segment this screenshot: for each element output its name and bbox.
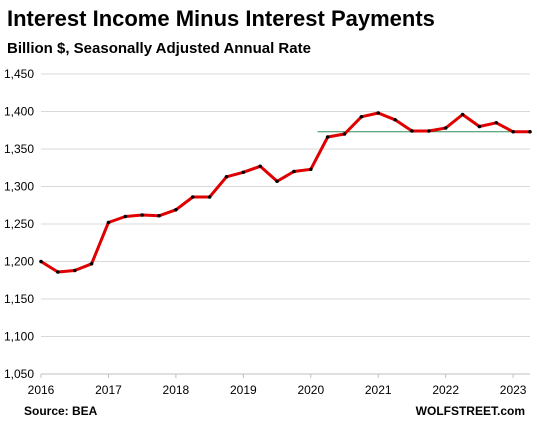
data-point (56, 270, 60, 274)
y-tick-label: 1,300 (4, 180, 34, 194)
data-point (224, 174, 229, 179)
data-point (72, 268, 77, 273)
x-tick-label: 2021 (365, 383, 392, 397)
chart-title: Interest Income Minus Interest Payments (7, 6, 435, 31)
data-point (123, 214, 128, 219)
y-tick-label: 1,050 (4, 367, 34, 381)
data-point (528, 129, 532, 134)
data-point (292, 169, 296, 174)
x-tick-label: 2019 (230, 383, 257, 397)
chart-subtitle: Billion $, Seasonally Adjusted Annual Ra… (7, 40, 311, 57)
data-point (275, 179, 279, 184)
y-tick-label: 1,450 (4, 67, 34, 81)
data-point (89, 261, 94, 266)
series-group (39, 111, 532, 274)
data-point (410, 129, 414, 133)
data-point (511, 129, 515, 134)
data-point (157, 213, 161, 218)
data-point (393, 117, 397, 122)
x-axis: 2016 2017 2018 2019 2020 2021 2022 2023 (28, 373, 530, 397)
data-point (342, 132, 347, 136)
data-point (207, 195, 212, 199)
data-point (174, 207, 178, 212)
x-tick-label: 2020 (297, 383, 324, 397)
data-point (427, 129, 431, 133)
data-point (308, 167, 313, 172)
data-point (376, 111, 381, 115)
data-point (460, 112, 465, 117)
data-point (241, 170, 246, 175)
y-tick-label: 1,200 (4, 255, 34, 269)
data-point (477, 124, 482, 129)
y-tick-label: 1,100 (4, 330, 34, 344)
x-tick-label: 2018 (163, 383, 190, 397)
x-tick-label: 2016 (28, 383, 55, 397)
data-point (258, 164, 263, 169)
data-point (39, 259, 43, 264)
y-tick-label: 1,350 (4, 142, 34, 156)
y-tick-label: 1,150 (4, 292, 34, 306)
x-tick-label: 2017 (95, 383, 122, 397)
y-axis: 1,050 1,100 1,150 1,200 1,250 1,300 1,350 1,400… (4, 67, 34, 381)
x-tick-label: 2022 (432, 383, 459, 397)
data-point (140, 213, 144, 217)
x-tick-label: 2023 (500, 383, 527, 397)
data-point (494, 120, 499, 125)
data-point (359, 114, 364, 119)
brand-label: WOLFSTREET.com (415, 404, 525, 418)
data-point (325, 135, 330, 139)
data-point (106, 220, 111, 225)
y-tick-label: 1,400 (4, 105, 34, 119)
data-point (443, 126, 448, 130)
series-line (39, 111, 532, 274)
data-point (190, 195, 195, 199)
y-tick-label: 1,250 (4, 217, 34, 231)
source-note: Source: BEA (24, 404, 98, 418)
